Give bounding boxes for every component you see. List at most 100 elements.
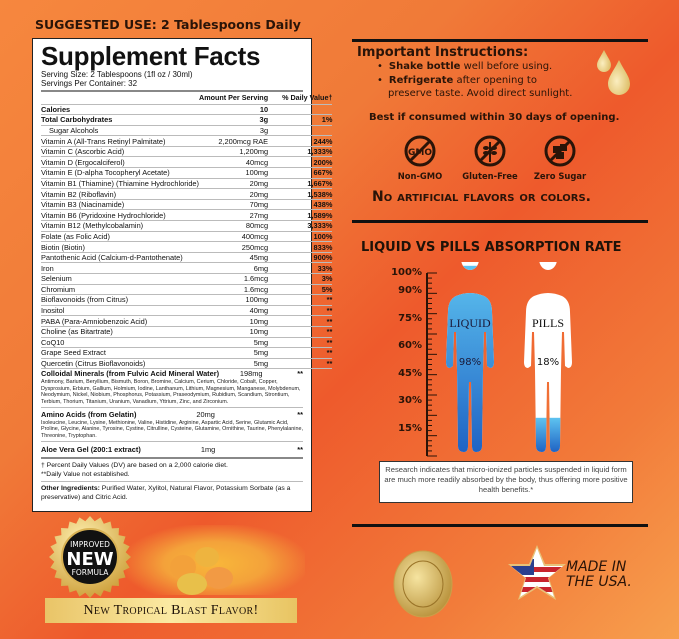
no-wheat-icon — [474, 135, 506, 167]
nutrient-row: Vitamin B12 (Methylcobalamin) 80mcg 3,333% — [41, 220, 333, 232]
nutrient-name: Folate (as Folic Acid) — [41, 231, 199, 243]
nutrient-dv: 33% — [282, 262, 333, 274]
flavor-banner: New Tropical Blast Flavor! — [45, 598, 297, 623]
nutrient-name: Total Carbohydrates — [41, 114, 199, 126]
nutrient-row: CoQ10 5mg ** — [41, 337, 333, 349]
nutrient-row: Vitamin B3 (Niacinamide) 70mg 438% — [41, 199, 333, 211]
nutrient-dv: ** — [297, 369, 303, 379]
footnote-not-established: **Daily Value not established. — [41, 470, 130, 478]
nutrient-amount: 1.6mcg — [199, 273, 283, 285]
facts-title: Supplement Facts — [41, 41, 261, 71]
nutrient-name: Amino Acids (from Gelatin) — [41, 409, 137, 419]
instruction-shake: Shake bottle well before using. — [377, 60, 572, 74]
nutrient-row: Chromium 1.6mcg 5% — [41, 284, 333, 296]
nutrient-row: Folate (as Folic Acid) 400mcg 100% — [41, 231, 333, 243]
nutrient-dv: 1,538% — [282, 188, 333, 200]
badge-top-text: IMPROVED — [70, 540, 110, 549]
nutrient-name: Inositol — [41, 305, 199, 317]
nutrient-amount: 10mg — [199, 315, 283, 327]
absorption-figures: LIQUID 98% PILLS 18% — [446, 262, 572, 452]
instruction-bold: Refrigerate — [388, 74, 454, 86]
nutrient-dv: ** — [282, 294, 333, 306]
instruction-text: well before using. — [460, 61, 553, 72]
servings-per-container: Servings Per Container: 32 — [41, 79, 138, 88]
nutrient-row: Sugar Alcohols 3g — [41, 125, 333, 137]
nutrient-amount: 3g — [199, 125, 283, 137]
nutrient-row: Vitamin B6 (Pyridoxine Hydrochloride) 27m… — [41, 209, 333, 222]
nutrient-name: Quercetin (Citrus Bioflavonoids) — [41, 358, 199, 370]
nutrient-amount: 3g — [199, 114, 283, 126]
nutrient-name: Vitamin B12 (Methylcobalamin) — [41, 220, 199, 232]
instructions-title: Important Instructions: — [357, 45, 529, 60]
pills-label: PILLS — [532, 316, 564, 330]
scale-tick-label: 60% — [398, 340, 422, 352]
no-sugar-icon — [544, 135, 576, 167]
pills-fill-bar — [524, 417, 572, 452]
nutrient-row: Calories 10 — [41, 104, 333, 116]
liquid-label: LIQUID — [449, 316, 491, 330]
col-amount: Amount Per Serving — [199, 92, 283, 105]
nutrient-dv: ** — [282, 358, 333, 370]
nutrient-dv: 5% — [282, 284, 333, 296]
nutrient-amount: 10mg — [199, 326, 283, 338]
made-in-usa: MADE IN THE USA. — [566, 560, 632, 590]
liquid-value: 98% — [459, 357, 481, 368]
nutrient-amount: 20mg — [199, 178, 283, 190]
oil-drops-icon — [597, 50, 630, 95]
instruction-text: after opening to — [453, 74, 537, 86]
aloe-vera: Aloe Vera Gel (200:1 extract) 1mg ** — [41, 442, 303, 460]
nutrient-name: Vitamin B6 (Pyridoxine Hydrochloride) — [41, 209, 199, 222]
nutrient-dv: 3% — [282, 273, 333, 285]
nutrient-amount: 20mg — [196, 409, 215, 419]
nutrient-row: Vitamin B1 (Thiamine) (Thiamine Hydrochl… — [41, 178, 333, 190]
instruction-refrigerate-cont: preserve taste. Avoid direct sunlight. — [388, 88, 573, 99]
badge-gluten-free: Gluten-Free — [455, 134, 525, 181]
amino-list: Isoleucine, Leucine, Lysine, Methionine,… — [41, 419, 303, 439]
colloidal-minerals: Colloidal Minerals (from Fulvic Acid Min… — [41, 369, 303, 408]
nutrient-amount: 27mg — [199, 209, 283, 222]
nutrient-dv: 1,667% — [282, 178, 333, 190]
nutrient-row: Vitamin D (Ergocalciferol) 40mcg 200% — [41, 156, 333, 169]
nutrient-dv: ** — [282, 337, 333, 349]
nutrient-name: CoQ10 — [41, 337, 199, 349]
nutrient-row: Vitamin A (All-Trans Retinyl Palmitate) 2… — [41, 135, 333, 147]
nutrient-row: Vitamin E (D-alpha Tocopheryl Acetate) 10… — [41, 167, 333, 179]
nutrient-dv: 438% — [282, 199, 333, 211]
instructions: Important Instructions: Shake bottle wel… — [357, 45, 572, 101]
nutrient-row: Pantothenic Acid (Calcium-d-Pantothenate… — [41, 252, 333, 264]
nutrient-row: Grape Seed Extract 5mg ** — [41, 347, 333, 359]
nutrient-amount: 80mcg — [199, 220, 283, 232]
pills-value: 18% — [537, 357, 559, 368]
scale-tick-label: 30% — [398, 395, 422, 407]
nutrient-dv: ** — [297, 445, 303, 455]
nutrient-row: Biotin (Biotin) 250mcg 833% — [41, 241, 333, 253]
nutrient-amount: 10 — [199, 104, 283, 116]
suggested-use: SUGGESTED USE: 2 Tablespoons Daily — [35, 17, 301, 32]
divider — [352, 220, 648, 223]
nutrient-amount: 40mg — [199, 305, 283, 317]
nutrient-name: Pantothenic Acid (Calcium-d-Pantothenate… — [41, 252, 199, 264]
nutrient-dv — [282, 104, 333, 116]
nutrient-amount: 400mcg — [199, 231, 283, 243]
nutrient-dv: 100% — [282, 231, 333, 243]
nutrient-name: Vitamin E (D-alpha Tocopheryl Acetate) — [41, 167, 199, 179]
other-ingredients: Other Ingredients: Purified Water, Xylit… — [41, 482, 303, 502]
fruit-splash-image — [125, 525, 305, 595]
nutrient-row: Iron 6mg 33% — [41, 262, 333, 274]
divider — [352, 524, 648, 527]
nutrient-amount: 45mg — [199, 252, 283, 264]
nutrient-dv — [282, 125, 333, 137]
improved-formula-badge: IMPROVED NEW FORMULA — [49, 516, 131, 598]
badge-non-gmo: GMO Non-GMO — [385, 134, 455, 181]
nutrient-row: Total Carbohydrates 3g 1% — [41, 114, 333, 126]
nutrient-amount: 1,200mg — [199, 146, 283, 158]
nutrient-amount: 1mg — [200, 445, 216, 455]
nutrient-name: Bioflavonoids (from Citrus) — [41, 294, 199, 306]
nutrient-amount: 250mcg — [199, 241, 283, 253]
badge-bottom-text: FORMULA — [72, 568, 110, 577]
nutrient-dv: 3,333% — [282, 220, 333, 232]
nutrient-row: Bioflavonoids (from Citrus) 100mg ** — [41, 294, 333, 306]
nutrient-amount: 198mg — [239, 369, 263, 379]
gmo-glyph: GMO — [408, 148, 432, 158]
instruction-bold: Shake bottle — [388, 61, 461, 72]
